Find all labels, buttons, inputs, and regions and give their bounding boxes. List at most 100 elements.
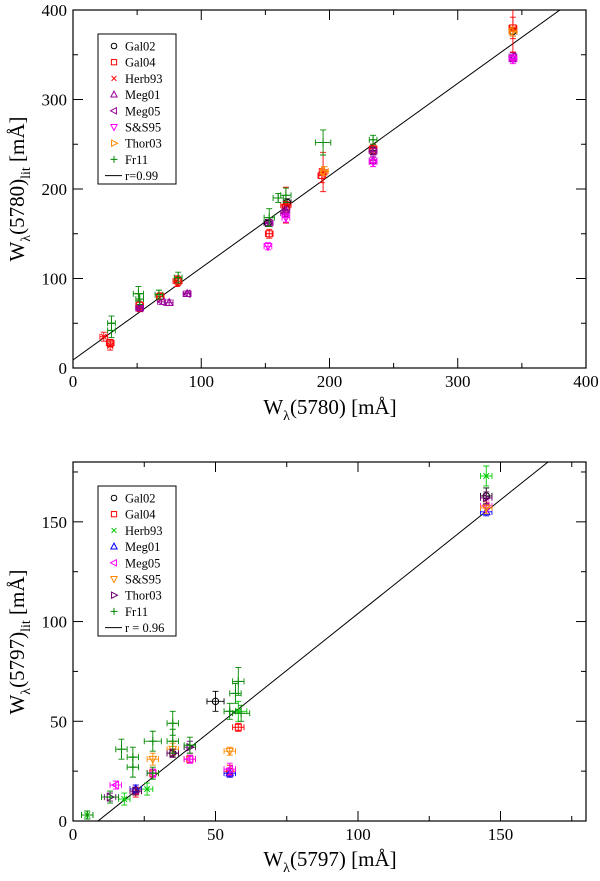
- data-point: [134, 303, 144, 313]
- legend-entry-herb93: Herb93: [111, 524, 163, 538]
- data-point: [99, 331, 109, 342]
- data-point: [368, 134, 378, 145]
- error-bar: [480, 491, 493, 505]
- data-point: [129, 786, 142, 796]
- series-gal02: [263, 26, 518, 228]
- data-point: [81, 810, 94, 820]
- data-point: [183, 754, 196, 764]
- legend-entry-meg01: Meg01: [110, 540, 160, 554]
- data-point: [172, 275, 182, 288]
- y-tick-label: 100: [42, 270, 68, 289]
- y-tick-label: 200: [42, 180, 68, 199]
- data-point: [368, 146, 378, 156]
- error-bar: [368, 157, 378, 168]
- legend-label: Meg01: [125, 540, 160, 554]
- data-point: [154, 289, 164, 300]
- legend-entry-meg01: Meg01: [110, 88, 160, 102]
- data-point: [320, 166, 330, 177]
- error-bar: [223, 746, 236, 756]
- data-point: [264, 228, 274, 239]
- data-point: [263, 208, 275, 228]
- legend-entry-thor03: Thor03: [111, 589, 162, 603]
- legend-label: Gal02: [125, 492, 156, 506]
- data-point: [206, 690, 225, 712]
- data-point: [232, 666, 245, 696]
- data-point: [146, 766, 159, 780]
- bottom-panel: 0 50 100 150 0 50 100 150 Wλ(5797) [mÅ] Wλ(5797…: [5, 461, 587, 876]
- data-point: [182, 289, 192, 299]
- series-s-s95: [263, 54, 518, 252]
- x-tick-label: 100: [345, 825, 371, 844]
- data-point: [281, 212, 291, 223]
- error-bar: [264, 228, 274, 239]
- legend-entry-gal04: Gal04: [110, 56, 156, 70]
- legend-label: Meg01: [125, 88, 160, 102]
- legend-label: Fr11: [125, 605, 148, 619]
- y-tick-label: 400: [42, 1, 68, 20]
- data-point: [508, 26, 518, 37]
- x-tick-label: 0: [69, 372, 78, 391]
- legend-label: r=0.99: [125, 169, 158, 183]
- series-gal02: [166, 487, 493, 758]
- x-tick-label: 300: [445, 372, 471, 391]
- legend-entry-fit: r = 0.96: [105, 621, 164, 635]
- legend-label: Fr11: [125, 153, 148, 167]
- data-point: [126, 746, 139, 768]
- data-point: [156, 297, 166, 307]
- series-s-s95: [146, 501, 493, 766]
- data-point: [480, 491, 493, 505]
- x-tick-label: 150: [488, 825, 514, 844]
- error-bar: [223, 762, 236, 776]
- error-bar: [508, 54, 518, 65]
- legend: Gal02 Gal04 Herb93 Meg01 Meg05 S&S95 Thor03 Fr1…: [97, 33, 177, 185]
- data-point: [135, 293, 144, 305]
- error-bar: [281, 212, 291, 223]
- data-point: [232, 704, 251, 722]
- legend-label: Thor03: [125, 589, 162, 603]
- data-point: [223, 746, 236, 757]
- x-axis-label: Wλ(5780) [mÅ]: [263, 395, 396, 424]
- legend-entry-thor03: Thor03: [111, 137, 162, 151]
- legend-label: Gal04: [125, 508, 156, 522]
- legend-label: Gal02: [125, 40, 156, 54]
- data-point: [109, 780, 122, 790]
- legend-entry-fit: r=0.99: [105, 169, 158, 183]
- legend-label: Thor03: [125, 137, 162, 151]
- data-point: [183, 736, 196, 754]
- series-thor03: [320, 26, 518, 177]
- error-bar: [109, 780, 122, 790]
- legend: Gal02 Gal04 Herb93 Meg01 Meg05 S&S95 Thor03 Fr1…: [97, 485, 177, 637]
- legend-entry-gal02: Gal02: [110, 40, 156, 54]
- series-meg01: [135, 53, 518, 312]
- legend-entry-meg05: Meg05: [109, 556, 160, 570]
- error-bar: [206, 690, 225, 712]
- data-point: [480, 465, 493, 487]
- series-fr11: [107, 129, 378, 339]
- data-point: [223, 702, 236, 720]
- data-point: [280, 187, 292, 203]
- plot-frame: [72, 461, 587, 822]
- data-point: [146, 752, 159, 766]
- data-point: [101, 790, 120, 804]
- data-point: [107, 340, 114, 351]
- legend-entry-gal04: Gal04: [110, 508, 156, 522]
- legend-label: Gal04: [125, 56, 156, 70]
- data-point: [508, 54, 518, 65]
- series-meg05: [134, 52, 518, 313]
- legend-entry-s-s95: S&S95: [110, 573, 161, 587]
- data-point: [143, 730, 162, 752]
- x-tick-label: 50: [207, 825, 224, 844]
- x-tick-label: 400: [573, 372, 599, 391]
- error-bar: [480, 501, 493, 515]
- y-axis-label: Wλ(5780)lit [mÅ]: [5, 116, 34, 261]
- error-bar: [146, 752, 159, 766]
- legend-entry-herb93: Herb93: [111, 72, 163, 86]
- x-axis-label: Wλ(5797) [mÅ]: [263, 847, 396, 876]
- error-bar: [155, 292, 165, 301]
- x-tick-label: 0: [69, 825, 78, 844]
- data-point: [166, 710, 179, 736]
- legend-entry-fr11: Fr11: [110, 605, 148, 619]
- x-tick-label: 200: [317, 372, 343, 391]
- legend-entry-s-s95: S&S95: [110, 121, 161, 135]
